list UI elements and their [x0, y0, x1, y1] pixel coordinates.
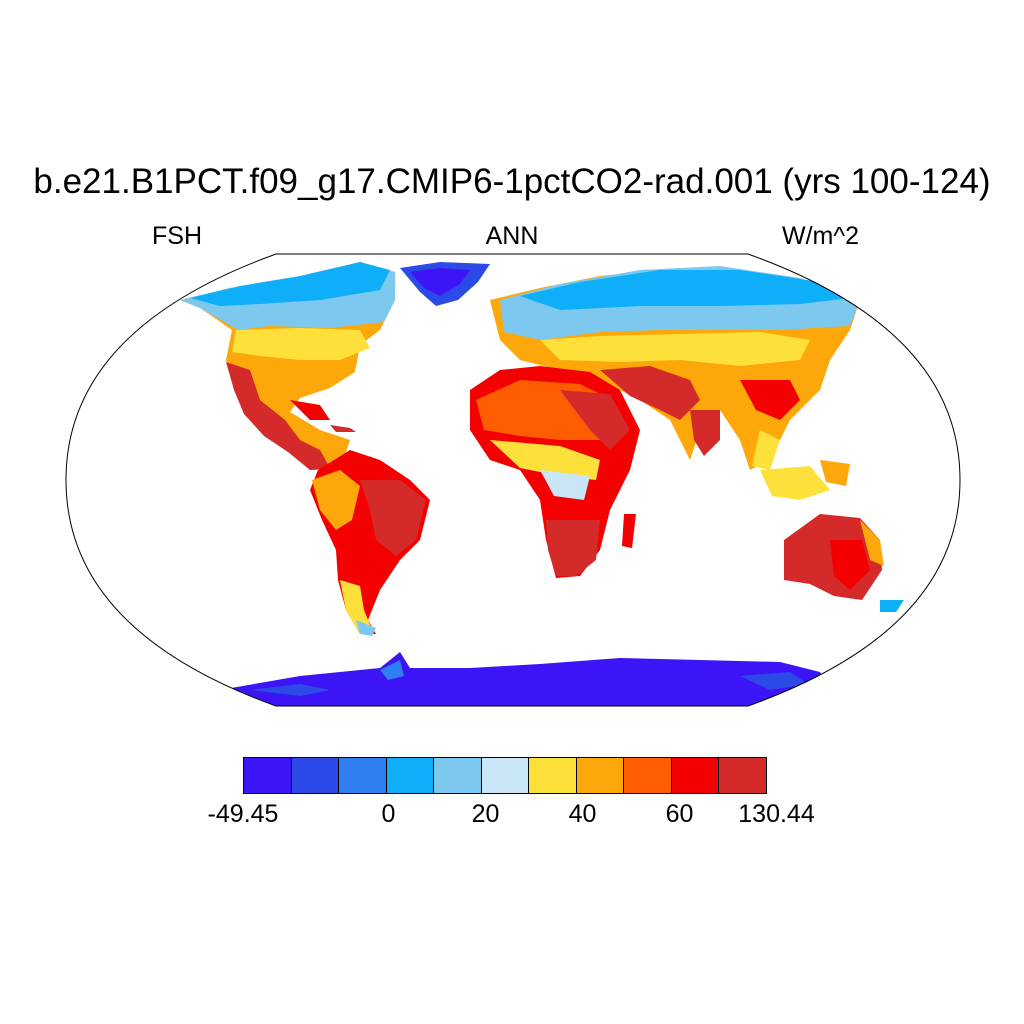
antarctica-region [220, 652, 830, 706]
globe-outline [65, 253, 961, 707]
colorbar-swatch [433, 757, 482, 794]
colorbar-tick-label: 0 [381, 800, 396, 828]
colorbar-tick-label: -49.45 [207, 800, 279, 828]
colorbar-tick-label: 60 [665, 800, 694, 828]
colorbar-swatch [528, 757, 577, 794]
colorbar-swatch [290, 757, 340, 794]
plot-title: b.e21.B1PCT.f09_g17.CMIP6-1pctCO2-rad.00… [33, 162, 991, 201]
colorbar-swatch [575, 757, 625, 794]
colorbar-swatch [670, 757, 720, 794]
variable-label: FSH [152, 222, 202, 250]
colorbar-tick-label: 130.44 [738, 800, 815, 828]
colorbar-tick-label: 20 [471, 800, 500, 828]
colorbar [243, 757, 768, 794]
colorbar-swatch [338, 757, 387, 794]
colorbar-swatch [623, 757, 672, 794]
colorbar-swatch [480, 757, 530, 794]
colorbar-swatch [385, 757, 435, 794]
colorbar-tick-label: 40 [568, 800, 597, 828]
colorbar-swatch [243, 757, 292, 794]
season-label: ANN [485, 222, 539, 250]
units-label: W/m^2 [782, 222, 860, 250]
colorbar-swatch [718, 757, 768, 794]
